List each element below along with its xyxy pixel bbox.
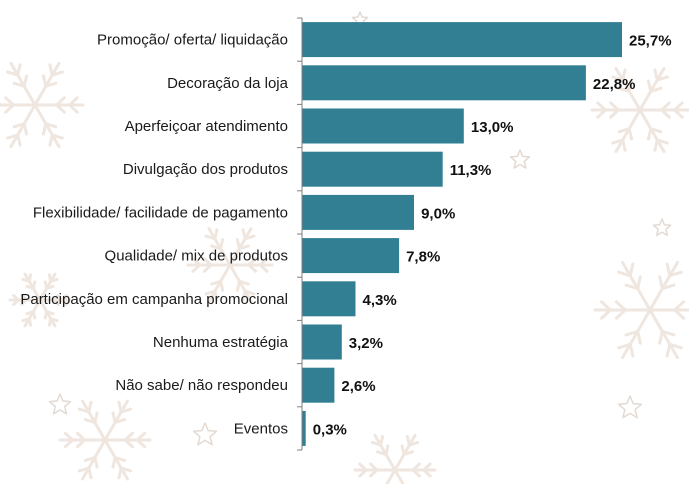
bar bbox=[302, 194, 414, 230]
labels-group: Promoção/ oferta/ liquidação 25,7% Decoraç… bbox=[20, 32, 671, 439]
category-label: Eventos bbox=[234, 420, 288, 437]
bars-group bbox=[302, 22, 622, 446]
value-label: 13,0% bbox=[471, 119, 514, 136]
bar bbox=[302, 108, 464, 144]
bar bbox=[302, 238, 400, 274]
snowflake-icon bbox=[8, 272, 72, 328]
bar bbox=[302, 367, 335, 403]
snowflake-icon bbox=[353, 433, 437, 484]
snowflake-icon bbox=[593, 260, 689, 360]
value-label: 25,7% bbox=[629, 33, 672, 50]
snowflake-icon bbox=[0, 61, 85, 149]
category-label: Aperfeiçoar atendimento bbox=[125, 118, 288, 135]
category-label: Qualidade/ mix de produtos bbox=[105, 248, 288, 265]
star-icon bbox=[652, 218, 672, 237]
category-label: Participação em campanha promocional bbox=[20, 291, 288, 308]
background-decoration bbox=[0, 11, 689, 484]
value-label: 11,3% bbox=[450, 162, 492, 179]
category-label: Promoção/ oferta/ liquidação bbox=[97, 32, 288, 49]
bar bbox=[302, 410, 306, 446]
value-label: 9,0% bbox=[421, 205, 455, 222]
star-icon bbox=[192, 422, 218, 446]
category-label: Divulgação dos produtos bbox=[123, 161, 288, 178]
bar bbox=[302, 151, 443, 187]
value-label: 7,8% bbox=[406, 249, 440, 266]
value-label: 3,2% bbox=[349, 335, 383, 352]
y-axis-group bbox=[297, 17, 303, 451]
bar bbox=[302, 281, 356, 317]
snowflake-icon bbox=[590, 66, 689, 154]
snowflake-icon bbox=[58, 399, 152, 481]
value-label: 0,3% bbox=[313, 421, 347, 438]
category-label: Decoração da loja bbox=[167, 75, 289, 92]
star-icon bbox=[509, 149, 531, 169]
value-label: 2,6% bbox=[341, 378, 375, 395]
star-icon bbox=[617, 395, 643, 419]
bar bbox=[302, 65, 586, 101]
value-label: 4,3% bbox=[363, 292, 397, 309]
category-label: Nenhuma estratégia bbox=[153, 334, 289, 351]
star-icon bbox=[48, 393, 72, 415]
category-label: Não sabe/ não respondeu bbox=[115, 377, 288, 394]
value-label: 22,8% bbox=[593, 76, 636, 93]
bar bbox=[302, 324, 342, 360]
snowflake-icon bbox=[186, 227, 274, 303]
category-label: Flexibilidade/ facilidade de pagamento bbox=[33, 204, 288, 221]
bar bbox=[302, 22, 622, 58]
